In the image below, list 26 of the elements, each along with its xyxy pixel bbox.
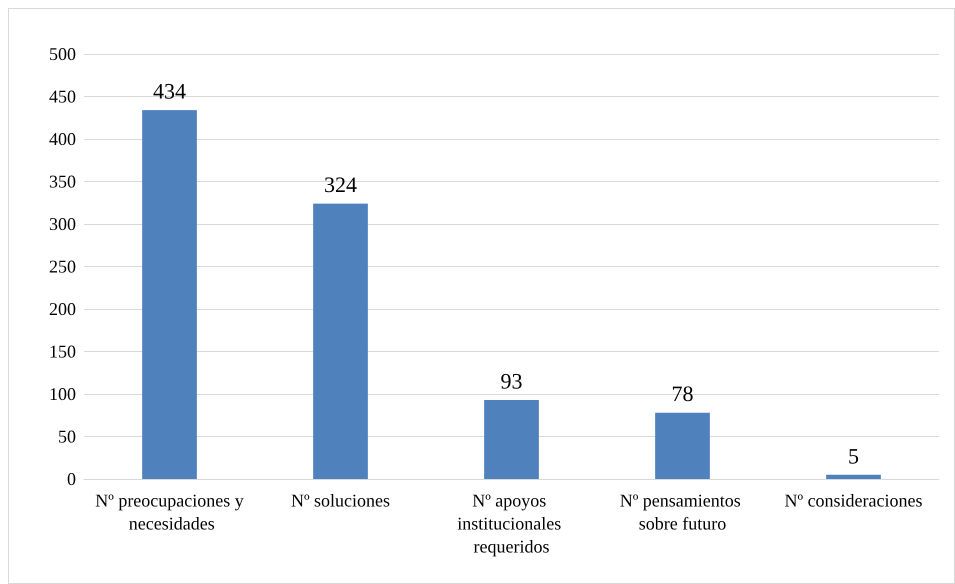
data-label: 93 [500, 368, 522, 394]
data-label: 5 [848, 443, 859, 468]
bar [826, 474, 881, 479]
bar [655, 412, 710, 479]
x-tick-label: Nº pensamientos sobre futuro [620, 490, 746, 534]
y-tick-label: 500 [49, 44, 76, 64]
y-tick-label: 100 [49, 384, 76, 404]
x-tick-label: Nº soluciones [290, 490, 390, 510]
y-tick-label: 150 [49, 342, 76, 362]
y-tick-label: 200 [49, 299, 76, 319]
data-label: 324 [324, 172, 357, 198]
data-label: 434 [153, 78, 186, 104]
bar [484, 400, 539, 479]
y-tick-label: 250 [49, 256, 76, 276]
data-label: 78 [672, 381, 694, 406]
bar [142, 110, 197, 479]
y-tick-label: 300 [49, 214, 76, 234]
y-tick-label: 50 [58, 426, 76, 446]
y-tick-label: 400 [49, 129, 76, 149]
bar [313, 204, 368, 479]
x-tick-label: Nº consideraciones [784, 490, 923, 510]
x-tick-label: Nº apoyos institucionales requeridos [457, 490, 566, 556]
y-tick-label: 0 [67, 469, 76, 489]
x-tick-label: Nº preocupaciones y necesidades [95, 490, 244, 534]
y-tick-label: 450 [49, 86, 76, 106]
y-tick-label: 350 [49, 172, 76, 192]
